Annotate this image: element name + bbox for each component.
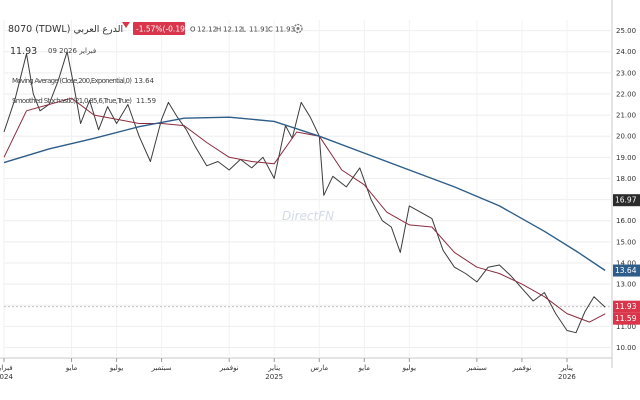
x-tick-label: نوفمبر	[511, 364, 531, 372]
x-tick-label: يوليو	[109, 364, 123, 372]
price-tag-bg	[613, 312, 640, 325]
ohlc-value: 11.91	[249, 26, 269, 34]
chart-grid	[0, 0, 613, 368]
x-tick-label: فبراير	[0, 364, 13, 372]
price-tag-label: 16.97	[615, 196, 637, 205]
y-tick-label: 25.00	[616, 27, 636, 35]
price-tags: 16.97 13.64 11.93 11.59	[613, 194, 640, 325]
last-price: 11.93	[10, 46, 37, 57]
y-tick-label: 16.00	[616, 217, 636, 225]
y-tick-label: 18.00	[616, 175, 636, 183]
y-tick-label: 20.00	[616, 133, 636, 141]
price-tag-label: 13.64	[615, 266, 637, 275]
ohlc-values: O 12.12H 12.12L 11.91C 11.93	[190, 26, 295, 34]
x-tick-label: يوليو	[402, 364, 416, 372]
price-tag-bg	[613, 194, 640, 207]
chart-header: 8070 (TDWL) الدرع العربي -1.57%(-0.19) O…	[8, 22, 303, 105]
gear-outline	[293, 23, 303, 34]
x-axis: فبراير2024مايويوليوسبتمبرنوفمبريناير2025…	[0, 358, 576, 381]
y-tick-label: 24.00	[616, 48, 636, 56]
ohlc-key: H	[216, 26, 221, 34]
chart-series	[3, 51, 606, 334]
ohlc-value: 11.93	[275, 26, 295, 34]
indicator-label: Moving Average (Close,200,Exponential,0)	[12, 77, 132, 85]
y-tick-label: 21.00	[616, 112, 636, 120]
y-tick-label: 10.00	[616, 344, 636, 352]
watermark: DirectFN	[282, 209, 334, 223]
x-tick-label: سبتمبر	[151, 364, 172, 372]
x-tick-label: يناير	[267, 364, 280, 372]
ohlc-key: C	[268, 26, 273, 34]
x-tick-label: مايو	[65, 364, 78, 372]
price-tag-bg	[613, 264, 640, 277]
change-badge	[133, 22, 185, 35]
x-tick-label: سبتمبر	[466, 364, 487, 372]
y-tick-label: 23.00	[616, 69, 636, 77]
x-tick-label: مايو	[358, 364, 371, 372]
ohlc-value: 12.12	[197, 26, 217, 34]
ohlc-key: L	[242, 26, 246, 34]
symbol-title: 8070 (TDWL) الدرع العربي	[8, 24, 123, 35]
x-tick-label: نوفمبر	[219, 364, 239, 372]
down-arrow-icon	[122, 22, 130, 28]
last-date: 09 فبراير 2026	[48, 47, 96, 55]
indicator2-label: Smoothed Stochastic(21,0,85,6,True,True)	[12, 97, 132, 105]
y-tick-label: 11.00	[616, 323, 636, 331]
x-tick-label: يناير	[560, 364, 573, 372]
change-value: -1.57%(-0.19)	[136, 25, 188, 34]
price-tag-bg	[613, 300, 640, 313]
y-tick-label: 22.00	[616, 90, 636, 98]
indicator2-value: 11.59	[136, 97, 156, 105]
gear-center	[296, 27, 300, 30]
slow-ma-line	[3, 116, 606, 272]
x-tick-year: 2025	[265, 373, 283, 381]
price-tag-label: 11.59	[615, 314, 637, 323]
fast-ma-line	[3, 97, 606, 323]
indicator-value: 13.64	[134, 77, 155, 85]
y-tick-label: 15.00	[616, 238, 636, 246]
price-tag-label: 11.93	[615, 302, 637, 311]
y-tick-label: 19.00	[616, 154, 636, 162]
x-tick-year: 2026	[558, 373, 576, 381]
gear-icon[interactable]	[293, 23, 303, 34]
y-tick-label: 14.00	[616, 259, 636, 267]
ohlc-value: 12.12	[223, 26, 243, 34]
ohlc-key: O	[190, 26, 196, 34]
y-tick-label: 13.00	[616, 281, 636, 289]
x-tick-label: مارس	[310, 364, 328, 372]
x-tick-year: 2024	[0, 373, 13, 381]
